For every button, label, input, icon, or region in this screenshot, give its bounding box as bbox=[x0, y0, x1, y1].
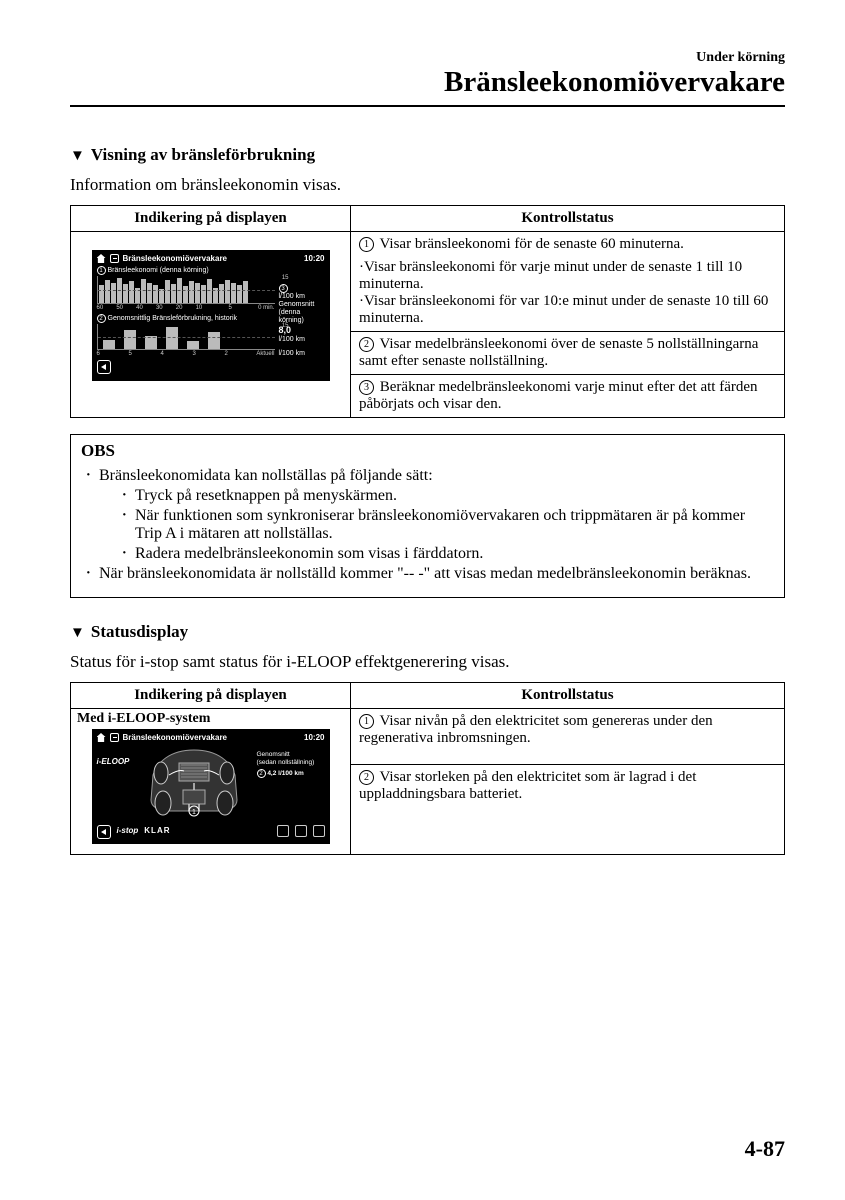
obs-title: OBS bbox=[71, 435, 784, 463]
battery-icon bbox=[295, 825, 307, 837]
triangle-icon: ▼ bbox=[70, 625, 85, 642]
home-icon bbox=[97, 254, 106, 263]
section1-intro: Information om bränsleekonomin visas. bbox=[70, 175, 785, 195]
status-row1: 1 Visar bränsleekonomi för de senaste 60… bbox=[351, 232, 785, 332]
circled-1-icon: 1 bbox=[359, 714, 374, 729]
status-row3: 3 Beräknar medelbränsleekonomi varje min… bbox=[351, 375, 785, 418]
section2-intro: Status för i-stop samt status för i-ELOO… bbox=[70, 652, 785, 672]
circled-2-icon: 2 bbox=[359, 770, 374, 785]
display1-screenshot: Bränsleekonomiövervakare 10:20 1Bränslee… bbox=[92, 250, 330, 381]
klar-label: KLAR bbox=[144, 826, 170, 835]
chart2-bars: 15 bbox=[97, 324, 275, 350]
gauge-icon bbox=[110, 254, 119, 263]
display2-screenshot: Bränsleekonomiövervakare 10:20 i-ELOOP bbox=[92, 729, 330, 844]
section1-title: ▼Visning av bränsleförbrukning bbox=[70, 145, 785, 165]
engine-icon bbox=[277, 825, 289, 837]
obs-box: OBS Bränsleekonomidata kan nollställas p… bbox=[70, 434, 785, 598]
display-cell: Bränsleekonomiövervakare 10:20 1Bränslee… bbox=[71, 232, 351, 418]
circled-3-icon: 3 bbox=[279, 284, 288, 293]
status2-row2: 2 Visar storleken på den elektricitet so… bbox=[351, 765, 785, 855]
circled-1-icon: 1 bbox=[97, 266, 106, 275]
display2-title: Bränsleekonomiövervakare bbox=[123, 733, 301, 742]
obs-body: Bränsleekonomidata kan nollställas på fö… bbox=[71, 463, 784, 597]
display2-side: Genomsnitt (sedan nollställning) 2 4,2 l… bbox=[257, 745, 325, 819]
circled-2-icon: 2 bbox=[257, 769, 266, 778]
home-icon bbox=[97, 733, 106, 742]
circled-1-icon: 1 bbox=[359, 237, 374, 252]
display1-time: 10:20 bbox=[304, 254, 324, 263]
th-display: Indikering på displayen bbox=[71, 206, 351, 232]
section1-table: Indikering på displayen Kontrollstatus B… bbox=[70, 205, 785, 418]
section2-title: ▼Statusdisplay bbox=[70, 622, 785, 642]
header-rule bbox=[70, 105, 785, 107]
chart1-xaxis: 60504030201050 min. bbox=[97, 305, 275, 311]
ieloop-label: i-ELOOP bbox=[97, 745, 135, 819]
triangle-icon: ▼ bbox=[70, 148, 85, 165]
header-title: Bränsleekonomiövervakare bbox=[70, 66, 785, 99]
back-icon bbox=[97, 360, 111, 374]
page-number: 4-87 bbox=[745, 1136, 785, 1162]
car-diagram: 1 bbox=[139, 745, 253, 819]
gauge-icon bbox=[110, 733, 119, 742]
chart1-bars: 15 bbox=[97, 276, 275, 304]
display2-cell: Med i-ELOOP-system Bränsleekonomiövervak… bbox=[71, 709, 351, 855]
circled-3-icon: 3 bbox=[359, 380, 374, 395]
chart1-label: Bränsleekonomi (denna körning) bbox=[108, 267, 209, 274]
th-display2: Indikering på displayen bbox=[71, 683, 351, 709]
circled-2-icon: 2 bbox=[97, 314, 106, 323]
leaf-icon bbox=[313, 825, 325, 837]
display1-title: Bränsleekonomiövervakare bbox=[123, 254, 301, 263]
page-header: Under körning Bränsleekonomiövervakare bbox=[70, 50, 785, 99]
status-row2: 2 Visar medelbränsleekonomi över de sena… bbox=[351, 332, 785, 375]
th-status2: Kontrollstatus bbox=[351, 683, 785, 709]
status2-row1: 1 Visar nivån på den elektricitet som ge… bbox=[351, 709, 785, 765]
display2-time: 10:20 bbox=[304, 733, 324, 742]
back-icon bbox=[97, 825, 111, 839]
eloop-caption: Med i-ELOOP-system bbox=[71, 709, 350, 727]
th-status: Kontrollstatus bbox=[351, 206, 785, 232]
svg-text:1: 1 bbox=[192, 809, 196, 816]
circled-2-icon: 2 bbox=[359, 337, 374, 352]
istop-label: i-stop bbox=[117, 826, 139, 835]
display1-side: 3 l/100 km Genomsnitt (denna körning) 8,… bbox=[279, 266, 325, 376]
header-breadcrumb: Under körning bbox=[70, 50, 785, 66]
chart2-label: Genomsnittlig Bränsleförbrukning, histor… bbox=[108, 315, 238, 322]
chart2-xaxis: 65432Aktuell bbox=[97, 351, 275, 357]
section2-table: Indikering på displayen Kontrollstatus M… bbox=[70, 682, 785, 855]
